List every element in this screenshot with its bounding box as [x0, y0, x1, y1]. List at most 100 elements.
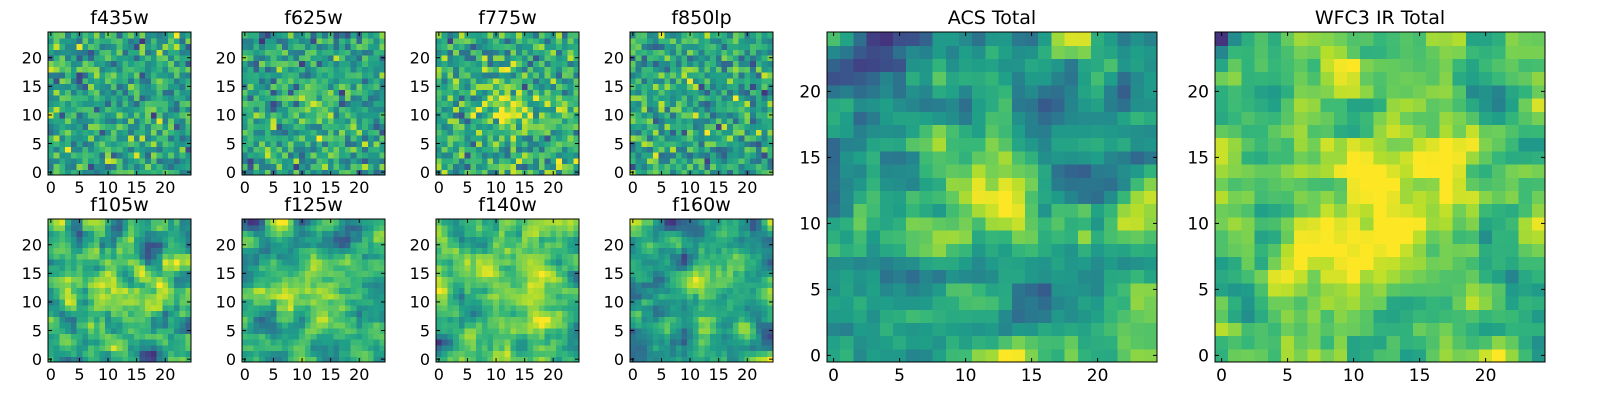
heatmap-cell: [253, 106, 260, 113]
heatmap-cell: [156, 270, 163, 277]
heatmap-cell: [692, 293, 700, 300]
heatmap-cell: [681, 83, 688, 90]
heatmap-cell: [179, 253, 186, 260]
heatmap-cell: [88, 247, 95, 254]
heatmap-cell: [179, 163, 186, 170]
heatmap-cell: [287, 123, 295, 130]
heatmap-cell: [704, 89, 711, 96]
heatmap-cell: [556, 43, 563, 50]
heatmap-cell: [738, 350, 745, 357]
heatmap-cell: [327, 241, 335, 249]
heatmap-cell: [687, 134, 694, 142]
heatmap-cell: [516, 270, 523, 277]
heatmap-cell: [185, 350, 192, 357]
heatmap-cell: [521, 259, 529, 266]
heatmap-cell: [544, 134, 551, 142]
heatmap-cell: [441, 344, 449, 352]
heatmap-cell: [675, 163, 683, 170]
heatmap-cell: [670, 299, 677, 306]
heatmap-cell: [179, 49, 186, 56]
heatmap-cell: [282, 134, 289, 142]
heatmap-cell: [373, 247, 380, 254]
heatmap-cell: [481, 72, 489, 79]
heatmap-cell: [247, 117, 255, 125]
heatmap-cell: [715, 134, 723, 142]
heatmap-cell: [316, 293, 323, 300]
heatmap-cell: [447, 321, 454, 329]
heatmap-cell: [732, 304, 740, 312]
heatmap-cell: [162, 310, 169, 317]
heatmap-cell: [150, 276, 158, 283]
heatmap-cell: [287, 276, 295, 283]
heatmap-cell: [453, 146, 460, 153]
heatmap-cells: [436, 32, 580, 176]
heatmap-cell: [373, 230, 380, 237]
heatmap-cell: [556, 350, 563, 357]
heatmap-cell: [367, 224, 375, 232]
heatmap-cell: [367, 264, 375, 272]
heatmap-cell: [162, 112, 169, 119]
heatmap-cell: [681, 89, 688, 96]
heatmap-cell: [122, 236, 129, 243]
heatmap-cell: [150, 152, 158, 159]
heatmap-cell: [750, 77, 757, 85]
heatmap-cell: [156, 304, 163, 312]
heatmap-cell: [373, 94, 380, 102]
heatmap-cell: [738, 304, 745, 312]
heatmap-cell: [76, 259, 83, 266]
heatmap-cell: [641, 163, 648, 170]
heatmap-cell: [436, 152, 443, 159]
heatmap-cell: [664, 152, 671, 159]
heatmap-cell: [744, 333, 751, 340]
heatmap-cell: [458, 299, 466, 306]
heatmap-cell: [498, 72, 506, 79]
heatmap-cell: [110, 241, 118, 249]
heatmap-cell: [738, 276, 745, 283]
heatmap-cell: [82, 299, 89, 306]
heatmap-cell: [556, 66, 563, 73]
heatmap-cell: [556, 333, 563, 340]
heatmap-cell: [88, 253, 95, 260]
heatmap-cell: [710, 43, 717, 50]
heatmap-cell: [373, 276, 380, 283]
heatmap-cell: [339, 327, 346, 334]
heatmap-cell: [53, 123, 61, 130]
heatmap-cell: [527, 112, 534, 119]
heatmap-cell: [322, 83, 329, 90]
heatmap-cell: [350, 230, 357, 237]
heatmap-cell: [458, 293, 466, 300]
heatmap-cell: [670, 281, 677, 289]
heatmap-cell: [59, 123, 66, 130]
heatmap-cell: [516, 350, 523, 357]
heatmap-cell: [93, 310, 101, 317]
heatmap-cell: [453, 163, 460, 170]
heatmap-cell: [521, 270, 529, 277]
heatmap-cell: [379, 72, 386, 79]
heatmap-cell: [162, 100, 169, 107]
heatmap-cell: [698, 117, 705, 125]
heatmap-cell: [168, 106, 175, 113]
heatmap-cell: [721, 134, 728, 142]
heatmap-cell: [544, 106, 551, 113]
y-tick-label: 20: [410, 236, 430, 255]
heatmap-cell: [470, 89, 477, 96]
heatmap-cell: [76, 163, 83, 170]
heatmap-cell: [162, 316, 169, 323]
heatmap-cell: [105, 327, 112, 334]
heatmap-cell: [470, 287, 477, 294]
heatmap-cell: [738, 299, 745, 306]
heatmap-cell: [373, 129, 380, 136]
heatmap-cell: [282, 304, 289, 312]
heatmap-cell: [652, 287, 660, 294]
heatmap-cell: [293, 253, 300, 260]
heatmap-cell: [681, 356, 688, 363]
heatmap-cell: [504, 66, 511, 73]
heatmap-cell: [173, 219, 181, 226]
heatmap-cell: [652, 106, 660, 113]
heatmap-cell: [168, 299, 175, 306]
heatmap-cell: [287, 89, 295, 96]
heatmap-cell: [270, 310, 277, 317]
heatmap-cell: [761, 169, 768, 176]
x-tick-label: 10: [680, 178, 700, 197]
heatmap-cell: [704, 344, 711, 352]
